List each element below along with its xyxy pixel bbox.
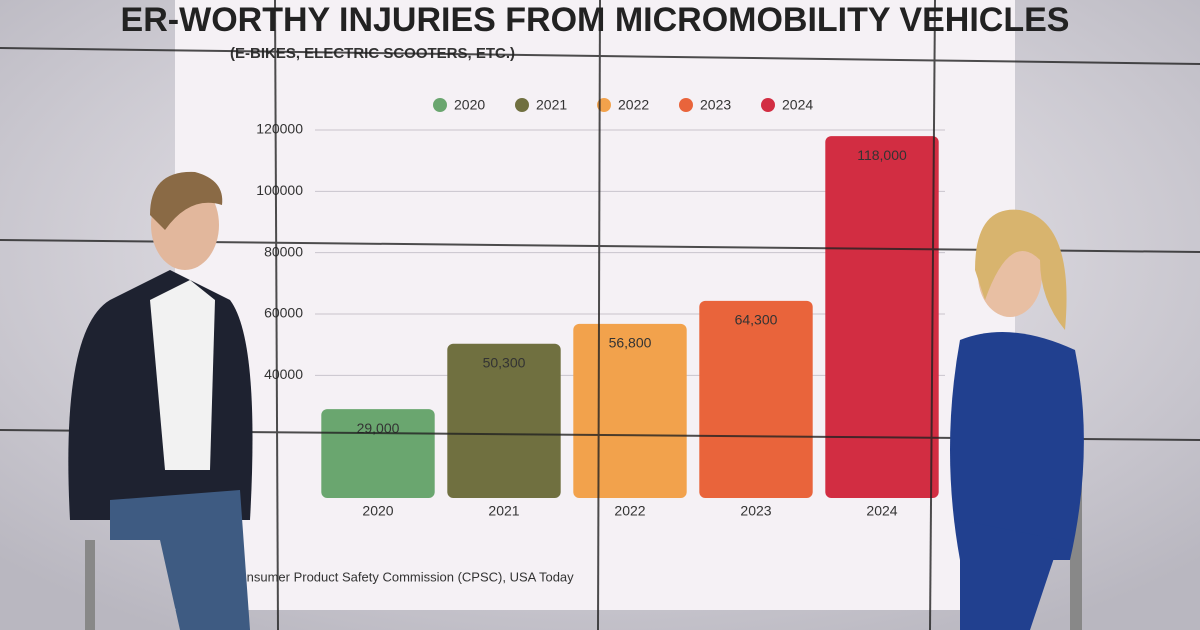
bar xyxy=(321,409,435,498)
presenter-right xyxy=(950,209,1084,630)
bar xyxy=(825,136,939,498)
y-tick-label: 60000 xyxy=(264,305,303,321)
legend-swatch xyxy=(515,98,529,112)
legend-label: 2024 xyxy=(782,97,813,113)
y-tick-label: 100000 xyxy=(256,182,303,198)
x-tick-label: 2024 xyxy=(866,503,897,519)
presenter-left xyxy=(68,171,253,630)
legend-swatch xyxy=(761,98,775,112)
y-tick-label: 80000 xyxy=(264,243,303,259)
legend-label: 2022 xyxy=(618,97,649,113)
legend-label: 2023 xyxy=(700,97,731,113)
bar xyxy=(699,300,813,498)
y-tick-label: 40000 xyxy=(264,366,303,382)
value-label: 64,300 xyxy=(735,312,778,328)
legend-label: 2021 xyxy=(536,97,567,113)
chart: ER-WORTHY INJURIES FROM MICROMOBILITY VE… xyxy=(121,1,1070,584)
legend-swatch xyxy=(433,98,447,112)
x-tick-label: 2022 xyxy=(614,503,645,519)
x-tick-label: 2020 xyxy=(362,503,393,519)
value-label: 50,300 xyxy=(483,354,526,370)
value-label: 56,800 xyxy=(609,335,652,351)
y-tick-label: 120000 xyxy=(256,121,303,137)
bar xyxy=(573,323,687,498)
x-tick-label: 2021 xyxy=(488,503,519,519)
legend-label: 2020 xyxy=(454,97,485,113)
legend-swatch xyxy=(679,98,693,112)
value-label: 29,000 xyxy=(357,420,400,436)
value-label: 118,000 xyxy=(857,147,907,163)
x-tick-label: 2023 xyxy=(740,503,771,519)
source: Consumer Product Safety Commission (CPSC… xyxy=(230,569,574,584)
bar xyxy=(447,343,561,498)
chart-title: ER-WORTHY INJURIES FROM MICROMOBILITY VE… xyxy=(121,1,1070,39)
